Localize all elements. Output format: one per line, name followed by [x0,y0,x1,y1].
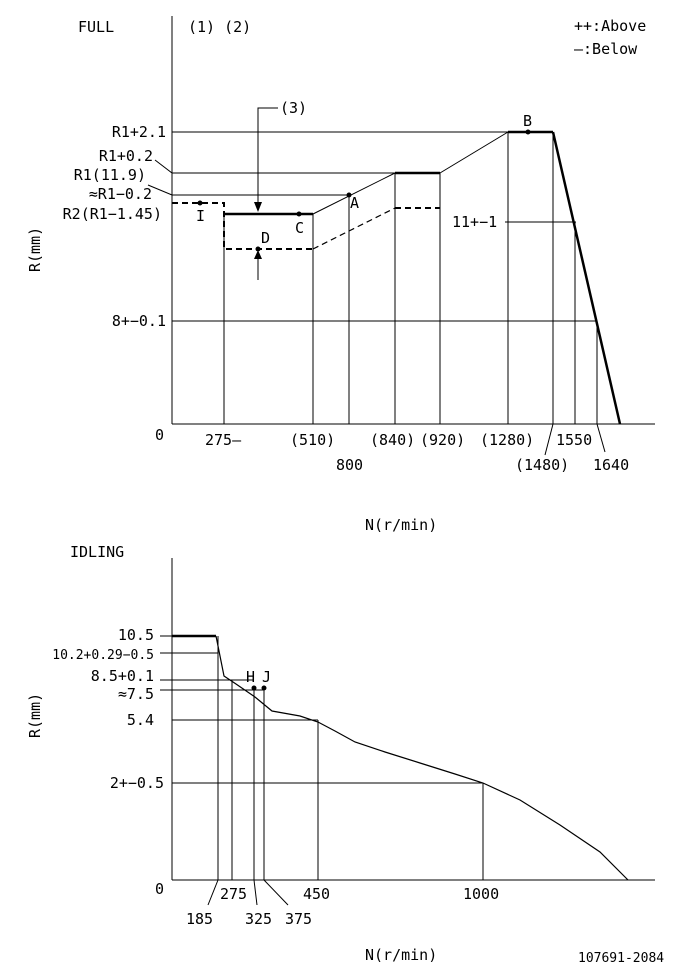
full-y-axis-label: R(mm) [26,227,44,272]
label-7-5: ≈7.5 [118,685,154,703]
label-5-4: 5.4 [127,711,154,729]
label-eight: 8+−0.1 [112,312,166,330]
full-rise-1 [312,172,396,215]
point-j-marker [261,685,267,691]
label-r1-minus-0-2: ≈R1−0.2 [89,185,152,203]
idling-chart: IDLING H J 10.5 10.2+0.29−0.5 8.5+0.1 ≈7… [26,543,664,966]
point-d-label: D [261,229,270,247]
label-r1-plus-0-2: R1+0.2 [99,147,153,165]
point-c-label: C [295,219,304,237]
label-275: 275— [205,431,242,449]
point-j-label: J [262,668,271,686]
label-1480: (1480) [515,456,569,474]
full-chart: FULL (1) (2) ++:Above —:Below [26,16,655,534]
point-c-marker [296,211,302,217]
document-number: 107691-2084 [578,951,664,966]
full-rise-2 [439,131,509,174]
point-a-marker [346,192,352,198]
point-h-marker [251,685,257,691]
label-275-idle: 275 [220,885,247,903]
label-10-2: 10.2+0.29−0.5 [52,648,154,663]
legend-below: —:Below [574,40,638,58]
callout-3: (3) [280,99,307,117]
idling-title: IDLING [70,543,124,561]
full-notes: (1) (2) [188,18,251,36]
point-b-label: B [523,112,532,130]
label-920: (920) [420,431,465,449]
idling-y-axis-label: R(mm) [26,693,44,738]
label-450: 450 [303,885,330,903]
full-cutoff-line [551,131,622,425]
label-r2: R2(R1−1.45) [63,205,162,223]
label-1550: 1550 [556,431,592,449]
label-840: (840) [370,431,415,449]
ref-line-r1-plus-0-2 [154,159,395,174]
label-800: 800 [336,456,363,474]
ref-line-r1-11-9 [147,184,349,196]
label-510: (510) [290,431,335,449]
idling-x-axis-label: N(r/min) [365,946,437,964]
label-185: 185 [186,910,213,928]
point-i-label: I [196,207,205,225]
leader-185 [207,879,219,906]
label-1000: 1000 [463,885,499,903]
label-375: 375 [285,910,312,928]
leader-375 [263,879,289,906]
full-title: FULL [78,18,114,36]
label-10-5: 10.5 [118,626,154,644]
callout-3-leader [257,107,278,202]
leader-1480 [544,423,554,456]
point-h-label: H [246,668,255,686]
full-lower-rise [312,207,396,250]
leader-1640 [596,423,606,453]
label-1280: (1280) [480,431,534,449]
label-full-zero: 0 [155,426,164,444]
point-b-marker [525,129,531,135]
full-lower-plateau [172,202,313,250]
label-r1-11-9: R1(11.9) [74,166,146,184]
legend-above: ++:Above [574,17,646,35]
idling-curve [215,635,629,881]
point-d-marker [255,246,261,252]
label-325: 325 [245,910,272,928]
full-x-axis-label: N(r/min) [365,516,437,534]
arrow-down-icon [254,202,262,212]
label-r1-plus-2-1: R1+2.1 [112,123,166,141]
point-a-label: A [350,194,359,212]
arrow-up-icon [254,250,262,259]
leader-325 [253,879,258,906]
label-idling-zero: 0 [155,880,164,898]
label-1640: 1640 [593,456,629,474]
label-2: 2+−0.5 [110,774,164,792]
label-8-5: 8.5+0.1 [91,667,154,685]
label-eleven: 11+−1 [452,213,497,231]
point-i-marker [197,200,203,206]
